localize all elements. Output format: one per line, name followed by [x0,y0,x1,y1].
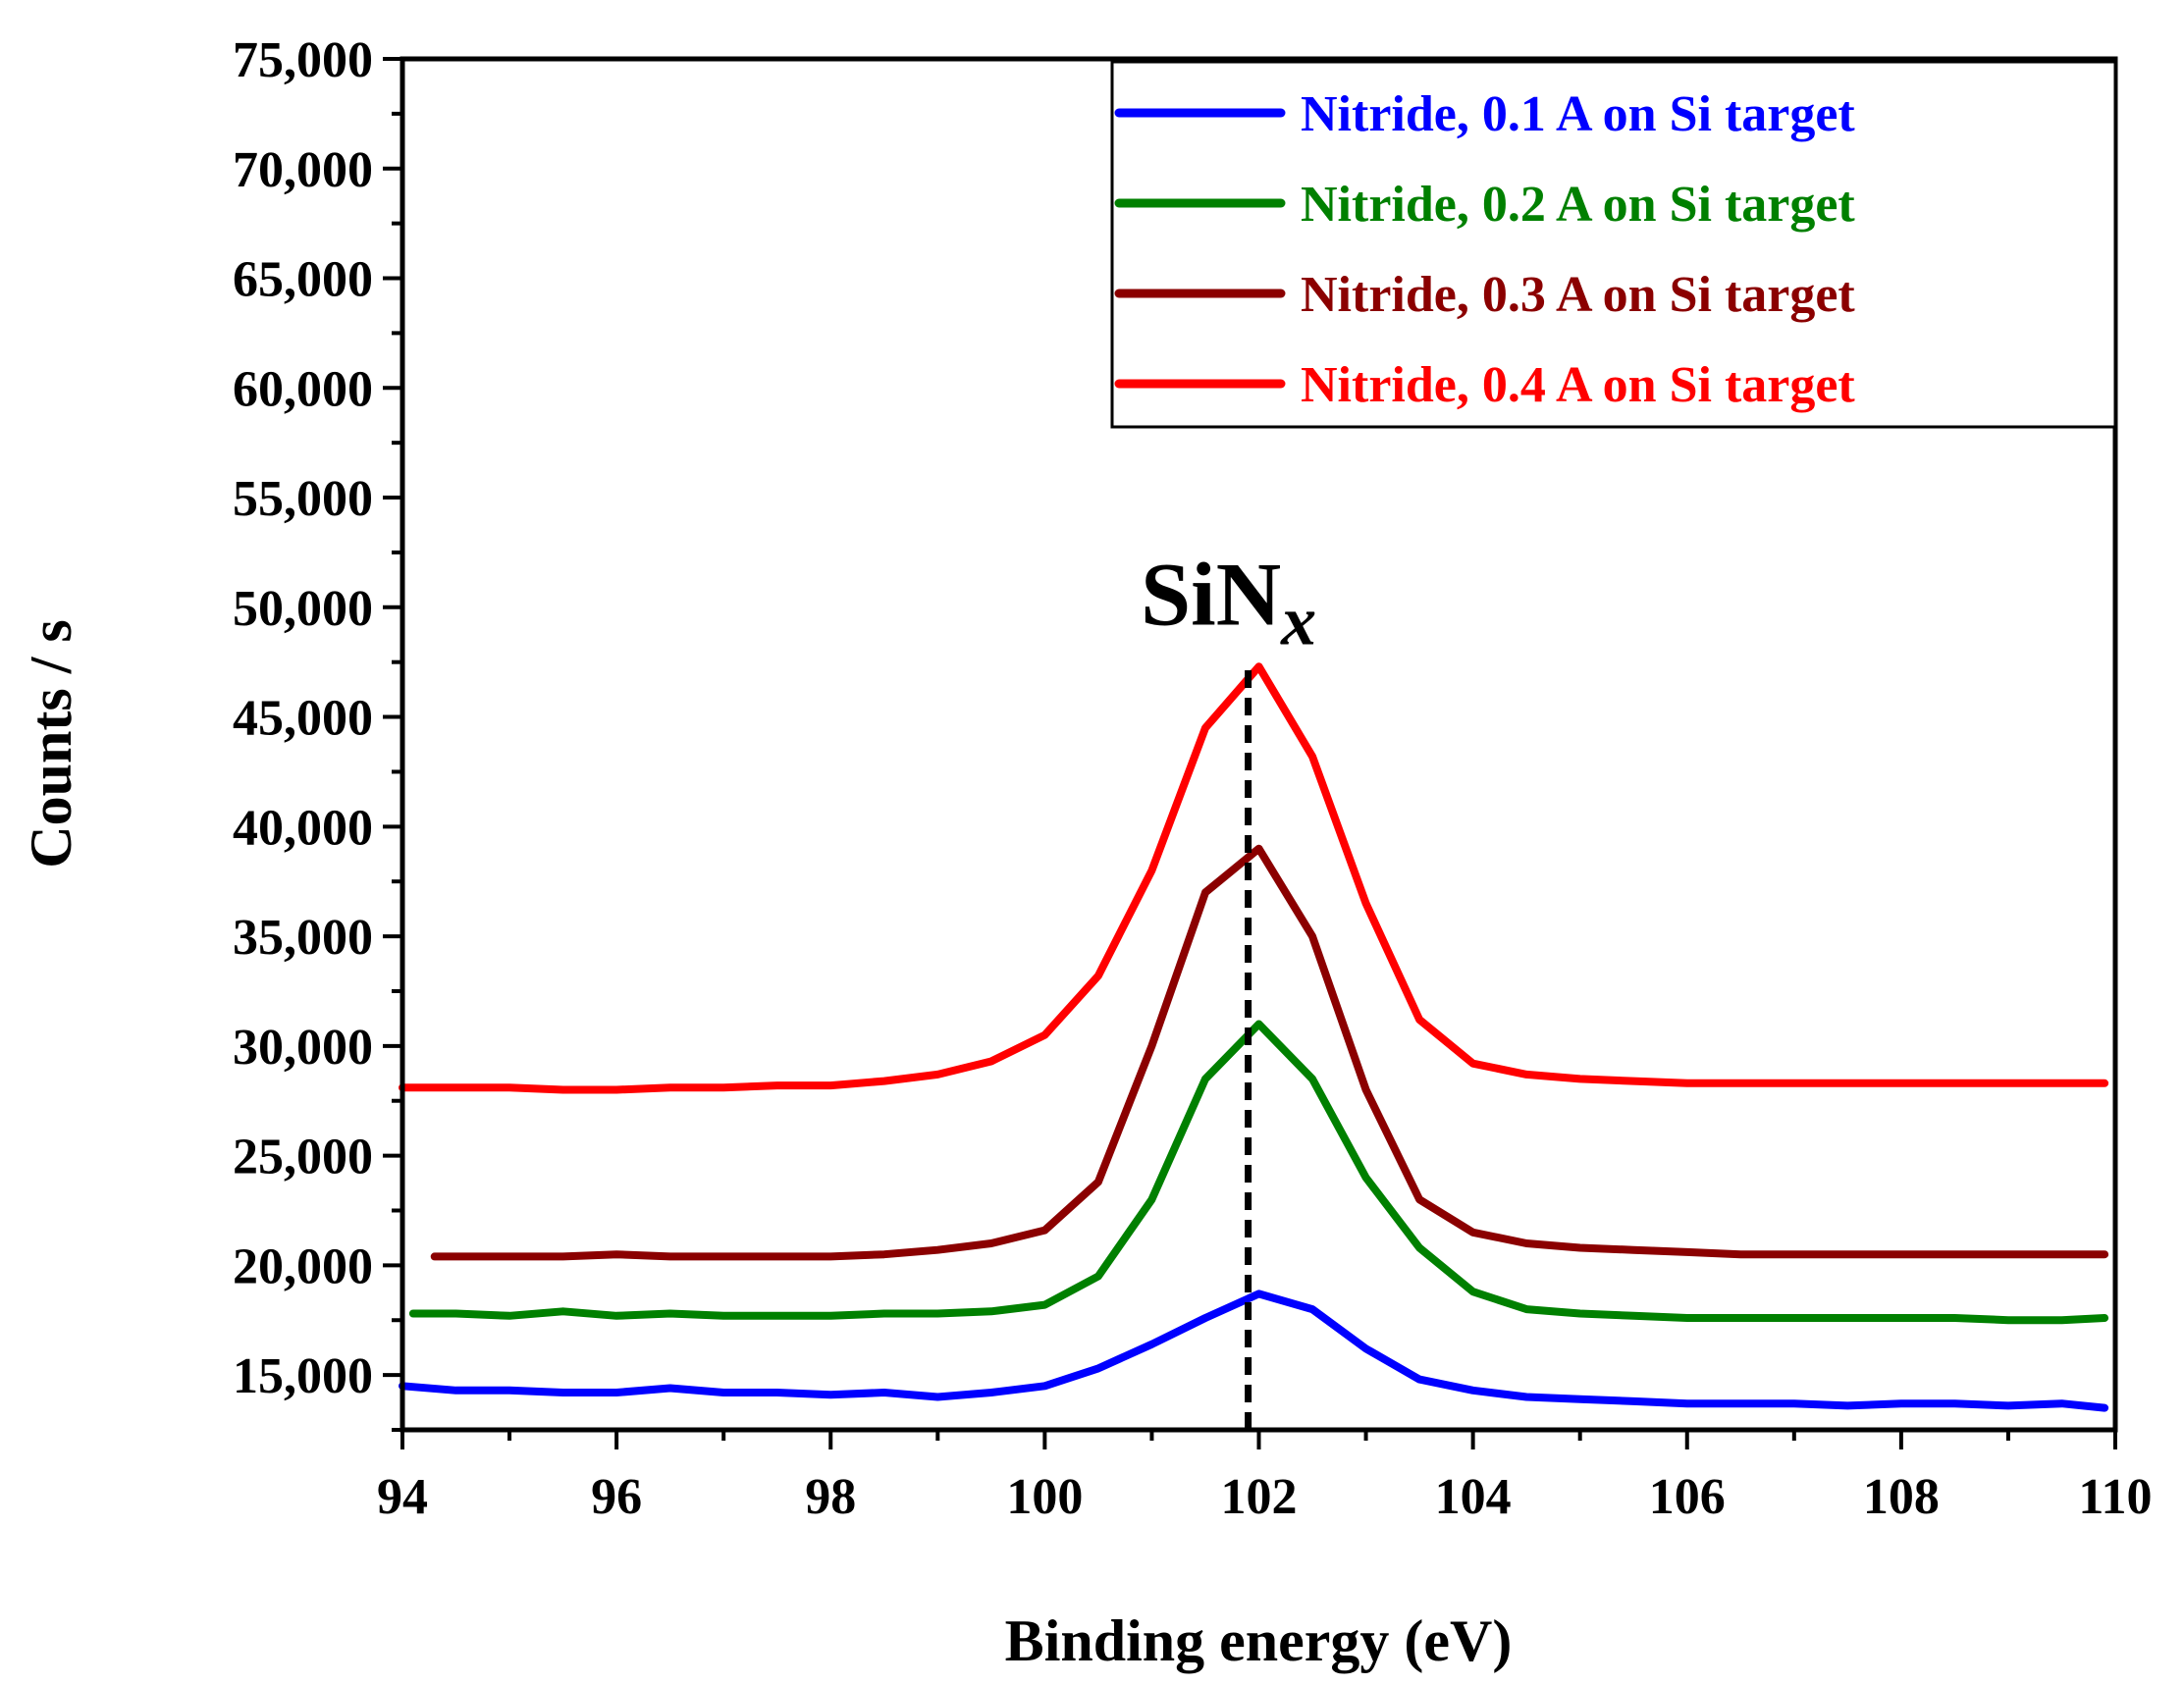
legend-entries: Nitride, 0.1 A on Si target Nitride, 0.2 … [1114,86,1855,413]
x-tick-label: 104 [1435,1469,1512,1525]
y-tick-label: 30,000 [233,1020,373,1076]
x-tick-label: 96 [591,1469,642,1525]
y-tick-label: 15,000 [233,1348,373,1404]
annotation-subscript: x [1280,581,1316,659]
series-line-1 [399,1290,2109,1412]
annotation-main-text: SiN [1141,544,1281,644]
series-line-2 [408,1020,2109,1325]
y-tick-label: 70,000 [233,142,373,198]
x-tick-label: 102 [1221,1469,1298,1525]
y-tick-label: 50,000 [233,581,373,637]
x-tick-label: 110 [2078,1469,2152,1525]
y-tick-label: 75,000 [233,32,373,88]
y-tick-label: 35,000 [233,910,373,966]
legend-label-3: Nitride, 0.3 A on Si target [1301,267,1855,323]
sinx-peak-annotation: SiNx [1141,544,1316,659]
y-tick-label: 40,000 [233,800,373,856]
x-tick-label: 100 [1006,1469,1083,1525]
x-tick-label: 106 [1649,1469,1726,1525]
y-tick-label: 60,000 [233,361,373,417]
y-tick-label: 20,000 [233,1238,373,1294]
legend-label-2: Nitride, 0.2 A on Si target [1301,177,1855,233]
x-axis-title: Binding energy (eV) [1005,1608,1513,1673]
x-tick-label: 98 [805,1469,856,1525]
legend: Nitride, 0.1 A on Si target Nitride, 0.2 … [1110,60,2117,429]
legend-label-1: Nitride, 0.1 A on Si target [1301,86,1855,142]
y-tick-label: 55,000 [233,471,373,527]
x-axis-ticks: 94 96 98 100 102 104 106 108 110 [377,1430,2153,1525]
y-axis-ticks: 15,000 20,000 25,000 30,000 35,000 40,000 45,0… [233,32,402,1432]
legend-label-4: Nitride, 0.4 A on Si target [1301,357,1855,413]
y-axis-title: Counts / s [19,619,83,868]
legend-frame [1110,60,2117,429]
y-tick-label: 45,000 [233,691,373,747]
series-line-3 [430,844,2109,1261]
y-tick-label: 25,000 [233,1130,373,1185]
y-tick-label: 65,000 [233,252,373,308]
series-layer [399,662,2109,1412]
x-tick-label: 94 [377,1469,428,1525]
x-tick-label: 108 [1863,1469,1940,1525]
series-line-4 [399,662,2109,1094]
